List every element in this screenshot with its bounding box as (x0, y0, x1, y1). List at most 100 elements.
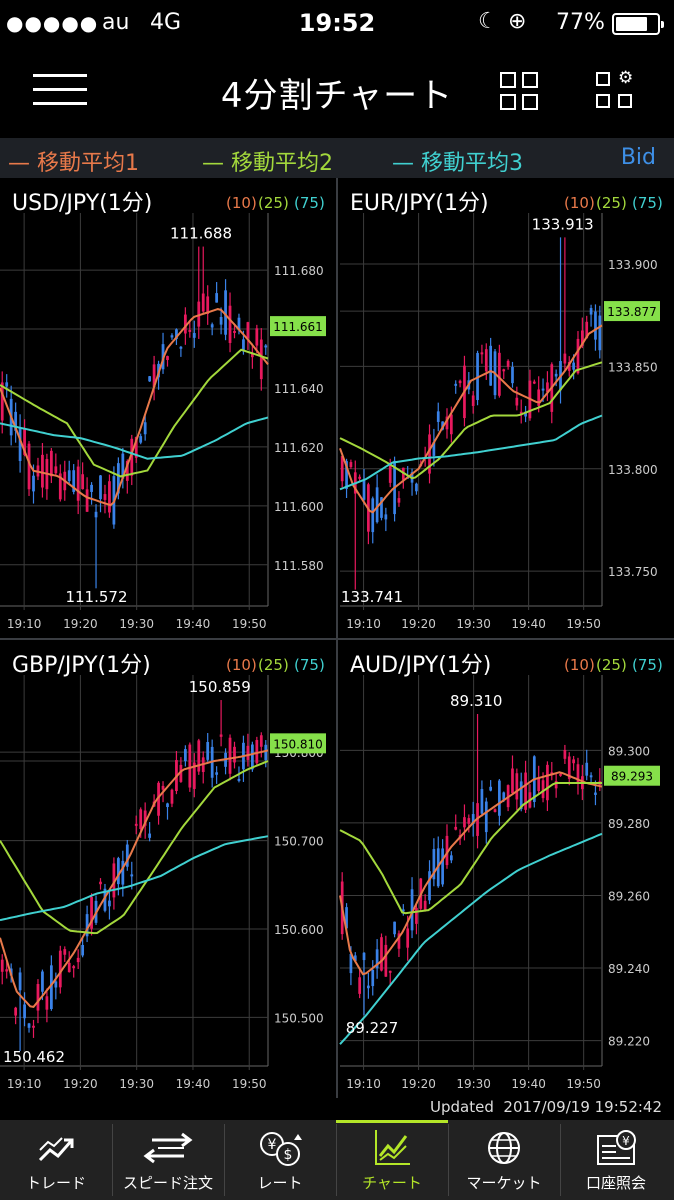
chart-eurjpy[interactable]: EUR/JPY(1分) (10) (25) (75) 133.750 133.800 133… (338, 178, 674, 638)
x-tick-label: 19:50 (566, 617, 601, 631)
candle-body (170, 335, 174, 338)
candle-body (242, 339, 245, 352)
chart-title: EUR/JPY(1分) (350, 191, 489, 216)
candle-body (134, 823, 138, 826)
high-label: 150.859 (189, 678, 251, 696)
ma-line-1 (0, 308, 269, 507)
candle-body (384, 944, 388, 977)
candle-body (36, 984, 40, 1011)
low-label: 89.227 (346, 1019, 399, 1037)
globe-icon (488, 1132, 520, 1164)
candle-body (524, 772, 527, 810)
price-type-label[interactable]: Bid (620, 145, 656, 170)
panel-divider-horizontal (0, 638, 674, 640)
candle-body (546, 764, 549, 801)
candle-body (576, 764, 580, 784)
last-price-label: 133.877 (607, 305, 657, 319)
y-tick-label: 89.240 (608, 962, 650, 976)
chart-panel-gbpjpy[interactable]: GBP/JPY(1分) (10) (25) (75) 150.500 150.600 150… (0, 640, 336, 1100)
candle-body (45, 996, 49, 1010)
tab-speed-order[interactable]: スピード注文 (112, 1120, 224, 1200)
candle-body (449, 414, 453, 435)
candle-body (179, 764, 183, 782)
candle-body (585, 762, 589, 776)
y-tick-label: 133.850 (608, 360, 658, 374)
chart-panel-audjpy[interactable]: AUD/JPY(1分) (10) (25) (75) 89.220 89.240 89.26… (338, 640, 674, 1100)
candle-body (489, 786, 493, 791)
candle-body (585, 321, 589, 339)
candle-body (259, 339, 263, 380)
status-bar: ●●●●● au 4G 19:52 ☾ ⊕ 77% (0, 0, 674, 46)
ma-line-2 (339, 361, 603, 480)
layout-settings-icon[interactable]: ⚙ (596, 70, 636, 112)
candle-body (215, 293, 219, 303)
layout-grid-icon[interactable] (500, 72, 540, 112)
tab-rate[interactable]: ¥ $ レート (224, 1120, 336, 1200)
candle-body (148, 833, 152, 838)
menu-icon[interactable] (33, 74, 87, 106)
candle-body (502, 792, 506, 800)
candle-body (362, 479, 366, 500)
candle-body (264, 744, 268, 761)
chart-title: USD/JPY(1分) (12, 191, 152, 216)
candle-body (125, 461, 129, 481)
chart-panel-usdjpy[interactable]: USD/JPY(1分) (10) (25) (75) 111.580 111.600 111… (0, 178, 336, 638)
candle-body (515, 397, 519, 406)
x-tick-label: 19:30 (456, 617, 491, 631)
candle-body (76, 466, 80, 501)
ma-line-2 (0, 760, 269, 935)
candle-body (594, 792, 597, 795)
y-tick-label: 133.750 (608, 565, 658, 579)
chart-audjpy[interactable]: AUD/JPY(1分) (10) (25) (75) 89.220 89.240 89.26… (338, 640, 674, 1098)
trade-icon (38, 1137, 74, 1162)
candle-body (436, 411, 440, 422)
candle-body (139, 436, 143, 443)
tab-speed-order-label: スピード注文 (122, 1174, 213, 1192)
tab-account[interactable]: ¥ 口座照会 (560, 1120, 672, 1200)
candle-body (139, 809, 143, 830)
tab-trade[interactable]: トレード (0, 1120, 112, 1200)
x-tick-label: 19:40 (511, 1077, 546, 1091)
battery-percent: 77% (556, 10, 605, 35)
candle-body (14, 411, 18, 431)
candle-body (441, 848, 444, 885)
candle-body (0, 959, 4, 972)
ma-period-2: (25) (258, 656, 289, 674)
candle-body (67, 470, 71, 482)
candle-body (81, 944, 85, 956)
ma-period-1: (10) (226, 656, 257, 674)
nav-bar: 4分割チャート ⚙ (0, 46, 674, 138)
tab-account-label: 口座照会 (585, 1174, 646, 1192)
candle-body (99, 475, 102, 500)
x-tick-label: 19:20 (401, 617, 436, 631)
candle-body (183, 749, 187, 762)
ma-period-2: (25) (596, 194, 627, 212)
candle-body (375, 487, 379, 523)
candle-body (125, 844, 129, 867)
y-tick-label: 133.900 (608, 258, 658, 272)
chart-gbpjpy[interactable]: GBP/JPY(1分) (10) (25) (75) 150.500 150.600 150… (0, 640, 336, 1098)
candle-body (5, 969, 9, 972)
candle-body (463, 817, 466, 828)
tab-market[interactable]: マーケット (448, 1120, 560, 1200)
candle-body (384, 514, 388, 520)
ma-line-3 (0, 835, 269, 922)
candle-body (423, 900, 427, 910)
page-title: 4分割チャート (220, 76, 454, 116)
candle-body (567, 362, 571, 371)
y-tick-label: 111.680 (274, 264, 324, 278)
candle-body (397, 498, 401, 503)
y-tick-label: 111.600 (274, 500, 324, 514)
chart-panel-eurjpy[interactable]: EUR/JPY(1分) (10) (25) (75) 133.750 133.800 133… (338, 178, 674, 638)
candle-body (511, 367, 514, 384)
candle-body (143, 422, 147, 435)
candle-body (54, 466, 58, 474)
tab-chart[interactable]: チャート (336, 1120, 448, 1200)
candle-body (489, 345, 493, 386)
tab-chart-label: チャート (362, 1174, 422, 1192)
candle-body (192, 333, 196, 338)
chart-usdjpy[interactable]: USD/JPY(1分) (10) (25) (75) 111.580 111.600 111… (0, 178, 336, 638)
candle-body (237, 317, 241, 331)
candle-body (23, 428, 26, 455)
candle-body (58, 473, 62, 500)
